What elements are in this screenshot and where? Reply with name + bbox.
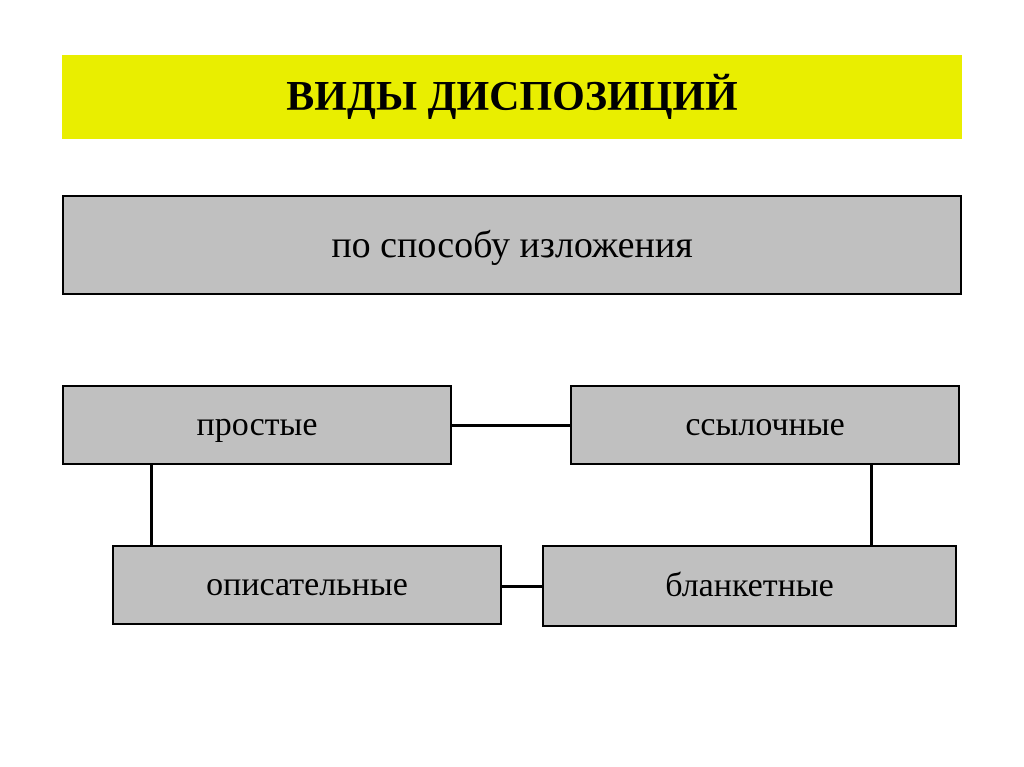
- box-simple: простые: [62, 385, 452, 465]
- connector-right-vertical: [870, 465, 873, 545]
- box-descriptive-text: описательные: [206, 566, 408, 604]
- box-descriptive: описательные: [112, 545, 502, 625]
- connector-top-horizontal: [452, 424, 570, 427]
- subtitle-box: по способу изложения: [62, 195, 962, 295]
- box-blanket-text: бланкетные: [665, 567, 833, 605]
- diagram-title: ВИДЫ ДИСПОЗИЦИЙ: [62, 55, 962, 139]
- box-reference-text: ссылочные: [685, 406, 844, 444]
- title-text: ВИДЫ ДИСПОЗИЦИЙ: [286, 74, 737, 120]
- box-blanket: бланкетные: [542, 545, 957, 627]
- box-simple-text: простые: [197, 406, 318, 444]
- connector-bottom-horizontal: [502, 585, 542, 588]
- connector-left-vertical: [150, 465, 153, 545]
- box-reference: ссылочные: [570, 385, 960, 465]
- subtitle-text: по способу изложения: [331, 223, 692, 267]
